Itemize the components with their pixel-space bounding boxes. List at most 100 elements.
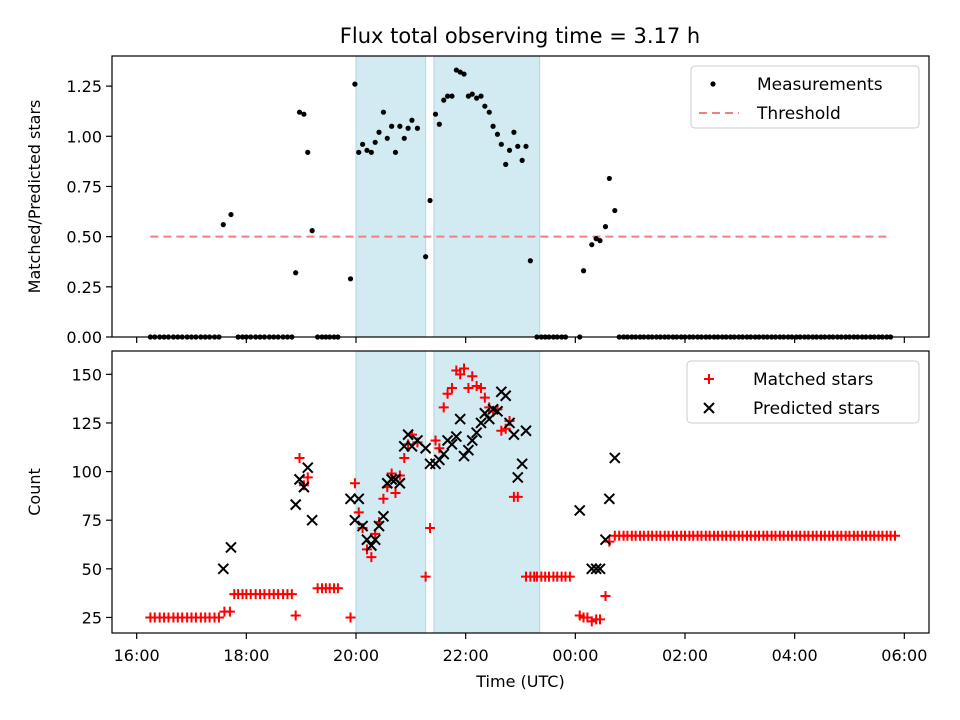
predicted-point <box>365 539 378 552</box>
measurement-point <box>405 125 411 131</box>
measurement-point <box>347 276 354 282</box>
y-tick-label: 0.50 <box>66 228 102 247</box>
predicted-point <box>574 504 586 517</box>
measurement-point <box>356 149 362 155</box>
legend: Matched stars Predicted stars <box>686 360 920 424</box>
legend-measurement-marker <box>710 81 716 87</box>
axes-frame <box>111 55 930 338</box>
y-tick-label: 1.25 <box>66 77 102 96</box>
figure-title: Flux total observing time = 3.17 h <box>340 24 700 48</box>
measurement-point <box>392 149 399 155</box>
series-predicted-stars <box>217 386 621 575</box>
matched-point <box>403 439 414 450</box>
legend-label: Matched stars <box>753 370 873 390</box>
y-tick-label: 100 <box>71 463 102 482</box>
matched-point <box>366 552 377 563</box>
measurement-point <box>506 147 513 153</box>
measurement-point <box>482 103 488 109</box>
matched-point <box>224 606 235 617</box>
y-tick-label: 150 <box>71 365 102 384</box>
measurement-point <box>465 93 472 99</box>
predicted-point <box>479 407 491 419</box>
x-tick-label: 18:00 <box>223 646 269 665</box>
predicted-point <box>293 473 306 486</box>
predicted-point <box>302 461 314 474</box>
y-tick-label: 0.25 <box>66 278 102 297</box>
matched-point <box>471 381 482 392</box>
matched-point <box>586 616 597 627</box>
predicted-point <box>586 563 598 575</box>
predicted-point <box>373 520 385 532</box>
matched-point <box>390 487 401 498</box>
matched-point <box>438 402 449 413</box>
predicted-point <box>508 428 520 441</box>
measurement-point <box>519 157 525 163</box>
measurement-point <box>449 93 455 99</box>
bottom-panel-counts: 25 50 75 100 125 150 16:00 18:00 20:00 22:00 00:00… <box>25 350 930 691</box>
legend: Measurements Threshold <box>690 65 920 129</box>
predicted-point <box>462 444 475 456</box>
matched-point <box>425 522 436 533</box>
predicted-point <box>225 541 237 554</box>
predicted-point <box>503 417 516 429</box>
measurement-point <box>444 93 451 99</box>
measurement-point <box>228 211 234 218</box>
x-tick-label: 22:00 <box>443 646 489 665</box>
matched-point <box>496 425 507 436</box>
measurement-point <box>527 258 533 264</box>
matched-point <box>399 452 410 463</box>
measurement-point <box>401 135 407 141</box>
predicted-point <box>499 390 512 402</box>
x-axis-label: Time (UTC) <box>475 672 564 691</box>
measurement-point <box>453 67 459 73</box>
measurement-point <box>441 97 447 103</box>
matched-point <box>600 591 611 602</box>
x-tick-label: 00:00 <box>552 646 598 665</box>
measurement-point <box>490 123 496 129</box>
y-tick-label: 50 <box>82 560 102 579</box>
measurement-point <box>523 143 529 149</box>
observing-window-shade <box>355 55 427 338</box>
measurement-point <box>498 141 504 147</box>
predicted-point <box>594 563 606 575</box>
legend-label: Predicted stars <box>753 399 880 419</box>
legend-predicted-marker <box>703 402 715 414</box>
measurement-point <box>368 149 374 155</box>
x-tick-label: 06:00 <box>881 646 927 665</box>
observing-window-shade <box>433 55 541 338</box>
measurement-point <box>414 125 421 131</box>
predicted-point <box>466 434 478 447</box>
predicted-point <box>298 481 310 493</box>
predicted-point <box>361 533 373 546</box>
measurement-point <box>389 123 395 129</box>
measurement-point <box>372 139 378 145</box>
y-tick-label: 0.00 <box>66 328 102 347</box>
measurement-point <box>589 242 595 248</box>
predicted-point <box>369 533 381 546</box>
measurement-point <box>380 109 387 115</box>
measurement-point <box>457 69 463 75</box>
measurement-point <box>612 207 618 214</box>
predicted-point <box>377 510 390 523</box>
x-tick-label: 20:00 <box>333 646 379 665</box>
measurement-point <box>511 129 517 135</box>
predicted-point <box>458 450 470 462</box>
matched-point <box>345 612 356 623</box>
measurement-point <box>296 109 303 115</box>
predicted-point <box>603 493 616 505</box>
measurement-point <box>432 111 439 117</box>
measurement-point <box>593 236 599 242</box>
legend-label: Measurements <box>757 75 883 95</box>
matched-point <box>455 369 466 380</box>
matched-point <box>378 493 389 504</box>
measurement-point <box>436 121 442 127</box>
measurement-point <box>503 161 509 167</box>
measurement-point <box>515 143 521 149</box>
matched-point <box>286 589 297 600</box>
predicted-point <box>609 452 621 464</box>
matched-point <box>890 530 901 541</box>
measurement-point <box>293 270 299 276</box>
measurement-point <box>427 197 433 204</box>
matched-point <box>420 571 431 582</box>
predicted-point <box>491 405 504 417</box>
